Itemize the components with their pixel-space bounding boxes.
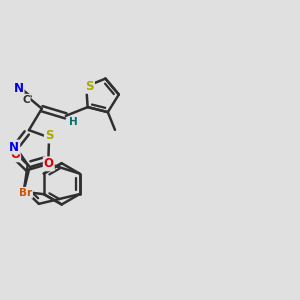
Text: N: N [9,140,19,154]
Text: S: S [45,130,53,142]
Text: S: S [85,80,94,93]
Text: N: N [14,82,24,95]
Text: O: O [10,148,20,161]
Text: O: O [44,158,54,170]
Text: C: C [22,95,30,105]
Text: Br: Br [19,188,32,198]
Text: H: H [69,117,77,127]
